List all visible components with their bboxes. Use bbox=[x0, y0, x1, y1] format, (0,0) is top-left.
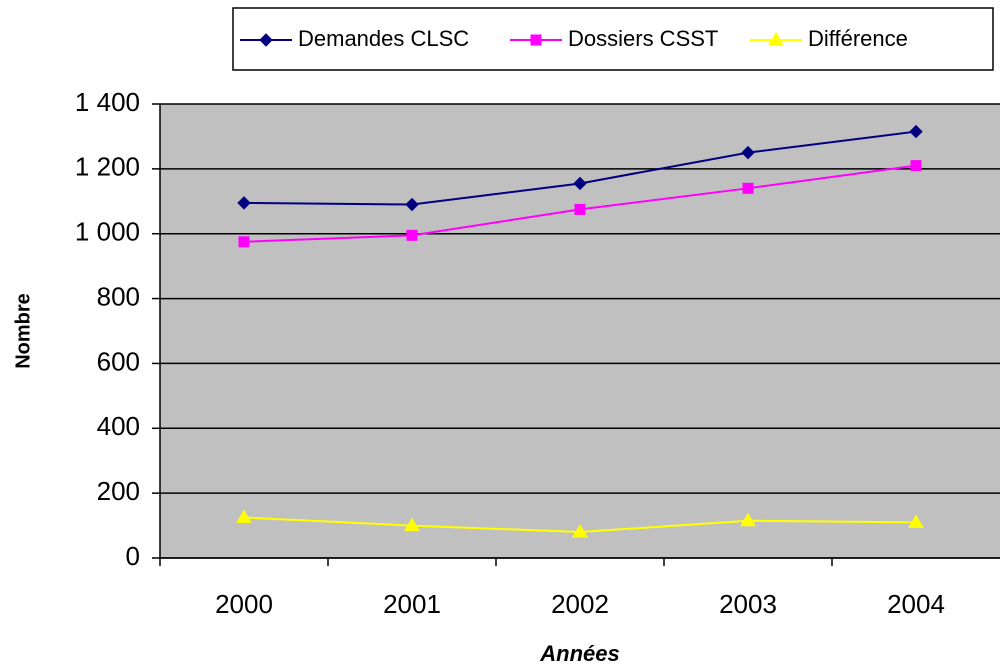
legend-label: Dossiers CSST bbox=[568, 26, 718, 51]
data-point bbox=[405, 197, 419, 212]
data-point bbox=[236, 509, 252, 523]
data-point bbox=[908, 514, 924, 528]
y-tick-label: 800 bbox=[97, 281, 140, 311]
x-tick-label: 2003 bbox=[719, 589, 777, 619]
data-point bbox=[572, 524, 588, 538]
x-tick-label: 2001 bbox=[383, 589, 441, 619]
data-point bbox=[238, 236, 250, 248]
y-tick-label: 1 000 bbox=[75, 217, 140, 247]
data-point bbox=[742, 182, 754, 194]
x-tick-label: 2002 bbox=[551, 589, 609, 619]
data-point bbox=[741, 145, 755, 160]
data-point bbox=[573, 176, 587, 191]
legend-marker bbox=[768, 32, 784, 46]
legend-label: Demandes CLSC bbox=[298, 26, 469, 51]
data-point bbox=[574, 203, 586, 215]
data-point bbox=[406, 229, 418, 241]
y-tick-label: 600 bbox=[97, 346, 140, 376]
y-axis-title: Nombre bbox=[12, 293, 34, 369]
data-point bbox=[740, 512, 756, 527]
y-tick-label: 1 400 bbox=[75, 87, 140, 117]
y-tick-label: 400 bbox=[97, 411, 140, 441]
x-tick-label: 2004 bbox=[887, 589, 945, 619]
legend-marker bbox=[530, 34, 542, 46]
x-tick-label: 2000 bbox=[215, 589, 273, 619]
data-point bbox=[910, 160, 922, 172]
y-tick-label: 0 bbox=[126, 541, 140, 571]
y-tick-label: 200 bbox=[97, 476, 140, 506]
y-tick-label: 1 200 bbox=[75, 152, 140, 182]
legend-marker bbox=[259, 33, 273, 47]
x-axis-title: Années bbox=[539, 641, 619, 666]
legend-label: Différence bbox=[808, 26, 908, 51]
data-point bbox=[237, 196, 251, 210]
data-point bbox=[909, 124, 923, 139]
legend-box bbox=[232, 7, 994, 71]
data-point bbox=[404, 517, 420, 532]
